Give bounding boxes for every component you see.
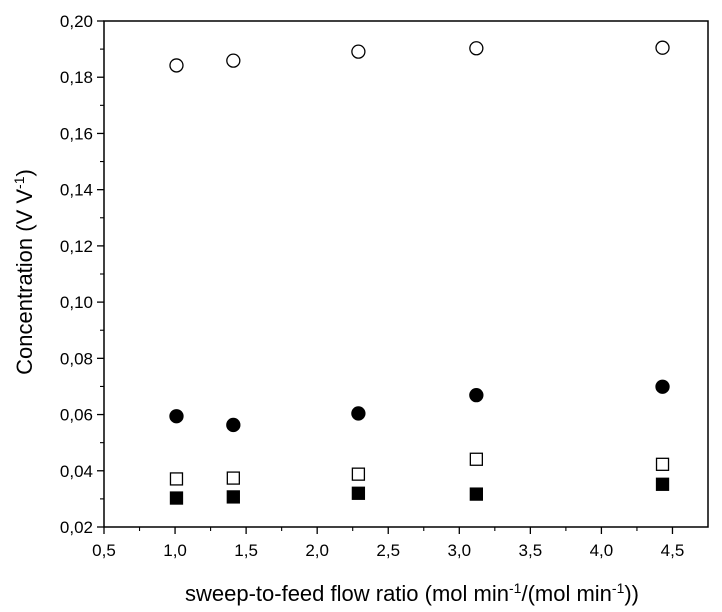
y-tick-label: 0,06 bbox=[60, 406, 93, 425]
data-point-square-open bbox=[655, 457, 670, 471]
data-point-circle-open bbox=[351, 44, 366, 59]
tick-marks bbox=[97, 20, 674, 534]
y-tick-label: 0,10 bbox=[60, 293, 93, 312]
x-tick-label: 1,5 bbox=[234, 541, 258, 560]
tick-labels: 0,5 1,0 1,5 2,0 2,5 3,0 3,5 4,0 4,5 0,02 0,04 0,06 0… bbox=[60, 12, 684, 560]
data-point-circle-open bbox=[655, 40, 670, 55]
data-point-square-open bbox=[351, 467, 366, 481]
data-point-circle-open bbox=[226, 53, 241, 68]
y-tick-label: 0,14 bbox=[60, 181, 93, 200]
x-tick-label: 1,0 bbox=[163, 541, 187, 560]
plot-frame bbox=[103, 20, 709, 528]
y-tick-label: 0,20 bbox=[60, 12, 93, 31]
data-point-square-open bbox=[469, 452, 483, 466]
x-tick-label: 4,5 bbox=[661, 541, 685, 560]
data-point-circle-open bbox=[169, 58, 184, 73]
data-point-circle-filled bbox=[469, 388, 484, 403]
data-point-square-filled bbox=[469, 487, 483, 501]
data-point-square-open bbox=[226, 471, 240, 485]
x-axis-title: sweep-to-feed flow ratio (mol min-1/(mol… bbox=[185, 580, 639, 606]
y-tick-label: 0,16 bbox=[60, 124, 93, 143]
data-points bbox=[169, 40, 670, 505]
y-tick-label: 0,12 bbox=[60, 237, 93, 256]
data-point-square-open bbox=[169, 472, 184, 486]
y-tick-label: 0,08 bbox=[60, 349, 93, 368]
data-point-square-filled bbox=[226, 490, 240, 504]
data-point-circle-filled bbox=[169, 409, 184, 424]
x-tick-label: 3,0 bbox=[447, 541, 471, 560]
y-tick-label: 0,04 bbox=[60, 462, 93, 481]
data-point-circle-filled bbox=[226, 417, 241, 433]
data-point-circle-open bbox=[469, 41, 484, 56]
x-tick-label: 3,5 bbox=[519, 541, 543, 560]
y-tick-label: 0,18 bbox=[60, 68, 93, 87]
data-point-square-filled bbox=[169, 491, 184, 505]
y-axis-title: Concentration (V V-1) bbox=[11, 169, 37, 375]
data-point-square-filled bbox=[351, 486, 366, 500]
x-tick-label: 4,0 bbox=[590, 541, 614, 560]
x-tick-label: 2,5 bbox=[376, 541, 400, 560]
x-tick-label: 0,5 bbox=[92, 541, 116, 560]
data-point-square-filled bbox=[655, 477, 670, 491]
y-tick-label: 0,02 bbox=[60, 518, 93, 537]
data-point-circle-filled bbox=[351, 406, 366, 421]
x-tick-label: 2,0 bbox=[305, 541, 329, 560]
data-point-circle-filled bbox=[655, 379, 670, 394]
